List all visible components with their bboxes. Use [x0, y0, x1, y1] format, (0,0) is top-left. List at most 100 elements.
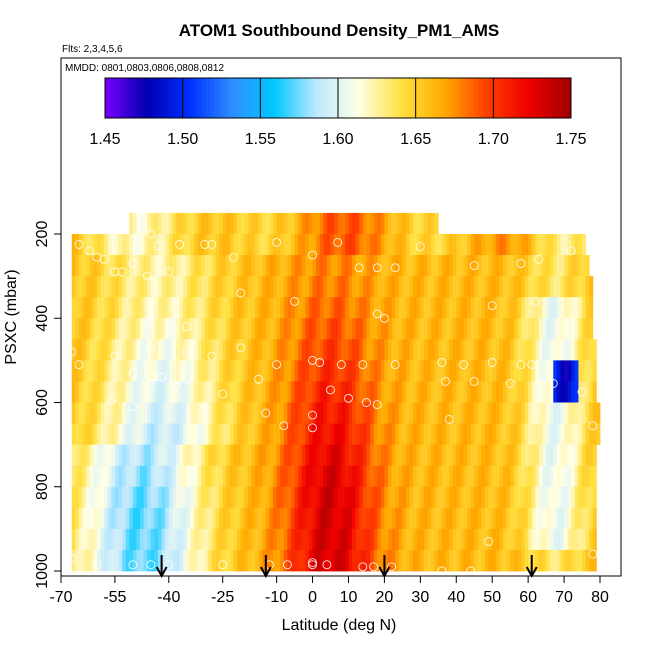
heatmap-cell [434, 276, 439, 298]
heatmap-cell [560, 276, 565, 298]
heatmap-cell [463, 423, 468, 446]
heatmap-cell [578, 507, 583, 530]
heatmap-cell [485, 486, 489, 509]
heatmap-cell [431, 318, 436, 340]
heatmap-cell [560, 360, 565, 382]
heatmap-cell [323, 234, 328, 256]
heatmap-cell [211, 381, 216, 403]
heatmap-cell [502, 297, 507, 319]
heatmap-cell [287, 549, 292, 572]
heatmap-cell [481, 255, 486, 277]
heatmap-cell [441, 381, 446, 403]
heatmap-cell [208, 549, 213, 572]
heatmap-cell [89, 549, 94, 572]
heatmap-cell [463, 339, 468, 361]
heatmap-cell [273, 402, 277, 424]
heatmap-cell [308, 528, 313, 551]
heatmap-cell [384, 339, 389, 361]
heatmap-cell [517, 360, 522, 382]
heatmap-cell [445, 423, 450, 446]
heatmap-cell [147, 465, 152, 488]
heatmap-cell [172, 360, 177, 382]
heatmap-cell [165, 212, 170, 235]
y-tick-label: 600 [34, 389, 51, 416]
heatmap-cell [219, 276, 224, 298]
heatmap-cell [273, 381, 277, 403]
heatmap-cell [463, 234, 468, 256]
heatmap-cell [111, 297, 116, 319]
heatmap-cell [233, 212, 238, 235]
heatmap-cell [78, 318, 83, 340]
heatmap-cell [276, 381, 281, 403]
heatmap-cell [564, 549, 569, 572]
heatmap-cell [280, 255, 285, 277]
heatmap-cell [499, 528, 504, 551]
heatmap-cell [330, 423, 335, 446]
heatmap-cell [405, 234, 410, 256]
heatmap-cell [71, 549, 76, 572]
heatmap-cell [140, 402, 145, 424]
heatmap-cell [78, 297, 83, 319]
heatmap-cell [183, 444, 188, 467]
heatmap-cell [175, 318, 180, 340]
heatmap-cell [510, 423, 515, 446]
heatmap-cell [215, 276, 220, 298]
heatmap-cell [82, 549, 87, 572]
heatmap-cell [175, 549, 180, 572]
heatmap-cell [183, 360, 188, 382]
heatmap-cell [517, 297, 522, 319]
heatmap-cell [132, 507, 137, 530]
heatmap-cell [506, 507, 511, 530]
heatmap-cell [567, 297, 572, 319]
heatmap-cell [154, 318, 159, 340]
heatmap-cell [93, 276, 98, 298]
heatmap-cell [420, 486, 425, 509]
heatmap-cell [298, 549, 303, 572]
plot-frame [60, 57, 622, 577]
heatmap-cell [542, 528, 547, 551]
heatmap-cell [445, 297, 450, 319]
heatmap-cell [370, 360, 375, 382]
heatmap-cell [427, 381, 432, 403]
heatmap-cell [416, 381, 421, 403]
heatmap-cell [273, 528, 277, 551]
heatmap-cell [287, 444, 292, 467]
heatmap-cell [337, 255, 342, 277]
heatmap-cell [222, 486, 227, 509]
heatmap-cell [423, 402, 428, 424]
heatmap-cell [542, 255, 547, 277]
heatmap-cell [560, 444, 565, 467]
heatmap-cell [413, 444, 418, 467]
heatmap-cell [377, 486, 382, 509]
heatmap-cell [280, 360, 285, 382]
heatmap-cell [147, 255, 152, 277]
heatmap-cell [75, 360, 80, 382]
heatmap-cell [549, 486, 554, 509]
heatmap-cell [387, 402, 392, 424]
heatmap-cell [114, 423, 119, 446]
heatmap-cell [316, 444, 321, 467]
heatmap-cell [197, 423, 202, 446]
heatmap-cell [172, 402, 177, 424]
heatmap-cell [258, 297, 263, 319]
heatmap-cell [574, 507, 579, 530]
heatmap-cell [538, 549, 543, 572]
heatmap-cell [233, 486, 238, 509]
heatmap-cell [438, 423, 443, 446]
heatmap-cell [96, 234, 101, 256]
heatmap-cell [251, 423, 256, 446]
heatmap-cell [341, 444, 346, 467]
heatmap-cell [571, 234, 576, 256]
heatmap-cell [96, 465, 101, 488]
heatmap-cell [323, 486, 328, 509]
colorbar-swatch [186, 78, 191, 118]
dates-label: MMDD: 0801,0803,0806,0808,0812 [65, 63, 224, 74]
colorbar-swatch [330, 78, 335, 118]
heatmap-cell [574, 381, 579, 403]
heatmap-cell [107, 339, 112, 361]
heatmap-cell [359, 549, 364, 572]
heatmap-cell [574, 276, 579, 298]
observation-point [146, 229, 156, 239]
heatmap-cell [122, 528, 127, 551]
heatmap-cell [499, 339, 504, 361]
